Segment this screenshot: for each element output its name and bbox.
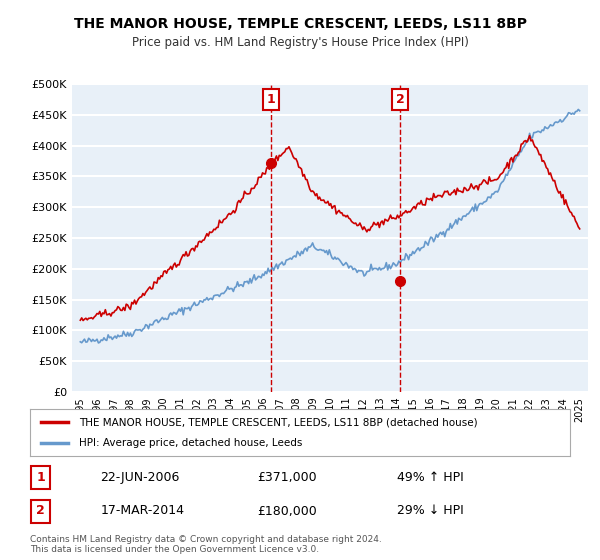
Text: THE MANOR HOUSE, TEMPLE CRESCENT, LEEDS, LS11 8BP: THE MANOR HOUSE, TEMPLE CRESCENT, LEEDS,… (74, 17, 527, 31)
Text: THE MANOR HOUSE, TEMPLE CRESCENT, LEEDS, LS11 8BP (detached house): THE MANOR HOUSE, TEMPLE CRESCENT, LEEDS,… (79, 417, 477, 427)
Text: Price paid vs. HM Land Registry's House Price Index (HPI): Price paid vs. HM Land Registry's House … (131, 36, 469, 49)
Text: £180,000: £180,000 (257, 505, 317, 517)
Text: 2: 2 (37, 505, 45, 517)
Text: 22-JUN-2006: 22-JUN-2006 (100, 471, 179, 484)
Text: 1: 1 (267, 93, 275, 106)
Text: 29% ↓ HPI: 29% ↓ HPI (397, 505, 464, 517)
Text: £371,000: £371,000 (257, 471, 316, 484)
Text: 2: 2 (396, 93, 404, 106)
Text: Contains HM Land Registry data © Crown copyright and database right 2024.
This d: Contains HM Land Registry data © Crown c… (30, 535, 382, 554)
Text: 1: 1 (37, 471, 45, 484)
Text: 17-MAR-2014: 17-MAR-2014 (100, 505, 184, 517)
Text: HPI: Average price, detached house, Leeds: HPI: Average price, detached house, Leed… (79, 438, 302, 448)
Text: 49% ↑ HPI: 49% ↑ HPI (397, 471, 464, 484)
